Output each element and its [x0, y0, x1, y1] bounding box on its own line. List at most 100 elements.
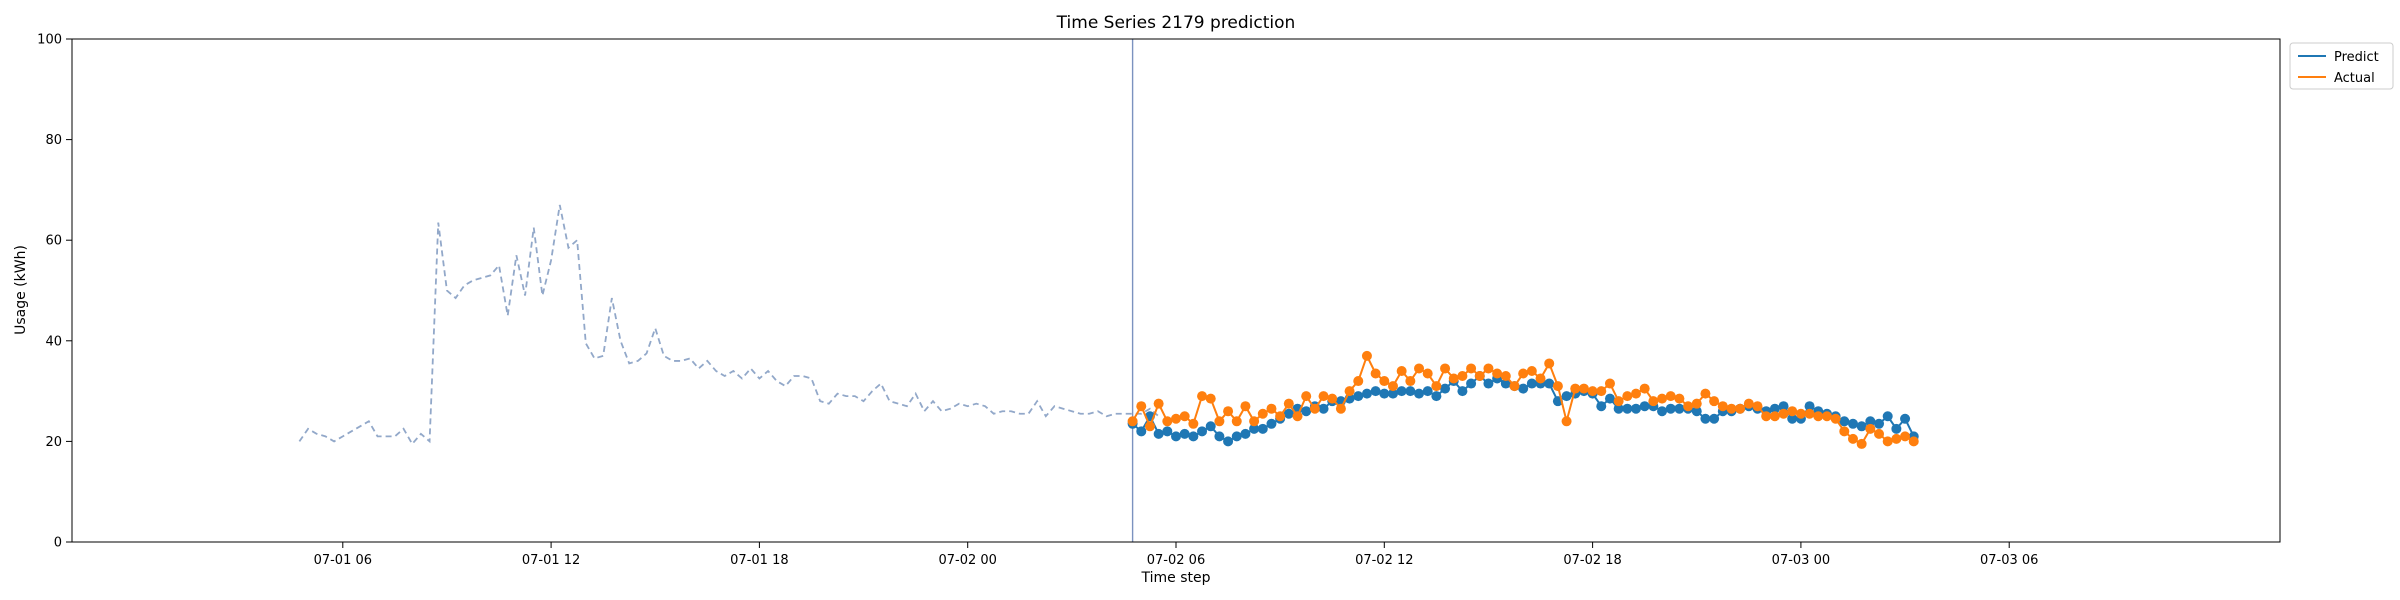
- data-point-actual: [1639, 383, 1650, 394]
- data-point-actual: [1795, 408, 1806, 419]
- data-point-predict: [1769, 403, 1780, 414]
- data-point-actual: [1561, 416, 1572, 427]
- data-point-predict: [1223, 436, 1234, 447]
- data-point-predict: [1266, 418, 1277, 429]
- data-point-actual: [1266, 403, 1277, 414]
- data-point-actual: [1335, 403, 1346, 414]
- data-point-actual: [1466, 363, 1477, 374]
- data-point-actual: [1578, 383, 1589, 394]
- data-point-actual: [1726, 403, 1737, 414]
- data-point-actual: [1379, 376, 1390, 387]
- data-point-actual: [1752, 401, 1763, 412]
- data-point-predict: [1500, 378, 1511, 389]
- data-point-actual: [1309, 403, 1320, 414]
- data-point-predict: [1787, 413, 1798, 424]
- data-point-actual: [1657, 393, 1668, 404]
- data-point-actual: [1813, 411, 1824, 422]
- data-point-actual: [1440, 363, 1451, 374]
- legend: Predict Actual: [2289, 42, 2394, 90]
- data-point-predict: [1778, 401, 1789, 412]
- data-point-predict: [1604, 393, 1615, 404]
- x-tick-label: 07-02 18: [1563, 553, 1621, 568]
- data-point-actual: [1188, 418, 1199, 429]
- data-point-actual: [1804, 408, 1815, 419]
- data-point-actual: [1665, 391, 1676, 402]
- data-point-actual: [1761, 411, 1772, 422]
- data-point-actual: [1509, 381, 1520, 392]
- data-point-actual: [1648, 396, 1659, 407]
- data-point-predict: [1526, 378, 1537, 389]
- data-point-actual: [1283, 398, 1294, 409]
- data-point-predict: [1466, 378, 1477, 389]
- data-point-predict: [1691, 406, 1702, 417]
- data-point-actual: [1353, 376, 1364, 387]
- data-point-actual: [1144, 421, 1155, 432]
- data-point-predict: [1171, 431, 1181, 442]
- data-point-predict: [1622, 403, 1633, 414]
- data-point-actual: [1622, 391, 1633, 402]
- data-point-actual: [1162, 416, 1173, 427]
- data-point-actual: [1249, 416, 1260, 427]
- data-point-actual: [1405, 376, 1416, 387]
- data-point-actual: [1787, 406, 1798, 417]
- data-point-actual: [1839, 426, 1850, 437]
- data-point-actual: [1205, 393, 1216, 404]
- data-point-predict: [1387, 388, 1398, 399]
- data-point-predict: [1839, 416, 1850, 427]
- data-point-predict: [1136, 426, 1147, 437]
- data-point-actual: [1301, 391, 1312, 402]
- data-point-predict: [1162, 426, 1173, 437]
- data-point-predict: [1440, 383, 1451, 394]
- data-point-predict: [1414, 388, 1425, 399]
- data-point-actual: [1344, 386, 1355, 397]
- data-point-actual: [1743, 398, 1754, 409]
- data-point-predict: [1847, 418, 1858, 429]
- data-point-predict: [1231, 431, 1242, 442]
- data-point-actual: [1318, 391, 1329, 402]
- data-point-predict: [1865, 416, 1876, 427]
- data-point-actual: [1856, 438, 1867, 449]
- data-point-actual: [1448, 373, 1459, 384]
- data-point-predict: [1483, 378, 1494, 389]
- data-point-actual: [1370, 368, 1381, 379]
- data-point-predict: [1370, 386, 1381, 397]
- data-point-actual: [1631, 388, 1641, 399]
- y-tick-label: 0: [54, 536, 62, 551]
- data-point-actual: [1613, 396, 1624, 407]
- data-point-actual: [1604, 378, 1615, 389]
- data-point-actual: [1700, 388, 1711, 399]
- data-point-predict: [1544, 378, 1555, 389]
- data-point-actual: [1518, 368, 1529, 379]
- data-point-predict: [1396, 386, 1407, 397]
- x-tick-label: 07-03 00: [1772, 553, 1830, 568]
- data-point-actual: [1526, 365, 1537, 376]
- x-tick-label: 07-01 18: [730, 553, 788, 568]
- data-point-predict: [1457, 386, 1468, 397]
- x-tick-label: 07-03 06: [1980, 553, 2038, 568]
- legend-label-predict: Predict: [2334, 50, 2379, 65]
- data-point-predict: [1301, 406, 1312, 417]
- data-point-actual: [1387, 381, 1398, 392]
- data-point-actual: [1587, 386, 1598, 397]
- data-point-actual: [1414, 363, 1425, 374]
- data-point-predict: [1631, 403, 1641, 414]
- x-tick-label: 07-02 06: [1147, 553, 1205, 568]
- data-point-actual: [1474, 371, 1485, 382]
- data-point-actual: [1257, 408, 1268, 419]
- chart-title: Time Series 2179 prediction: [1056, 13, 1296, 33]
- data-point-actual: [1153, 398, 1164, 409]
- x-tick-label: 07-01 12: [522, 553, 580, 568]
- legend-label-actual: Actual: [2334, 71, 2375, 86]
- y-tick-label: 100: [37, 33, 62, 48]
- data-point-predict: [1179, 428, 1190, 439]
- data-point-actual: [1882, 436, 1893, 447]
- data-point-predict: [1153, 428, 1164, 439]
- data-point-actual: [1570, 383, 1581, 394]
- data-point-actual: [1552, 381, 1563, 392]
- data-point-predict: [1214, 431, 1225, 442]
- data-point-predict: [1318, 403, 1329, 414]
- data-point-actual: [1240, 401, 1251, 412]
- data-point-predict: [1422, 386, 1433, 397]
- data-point-predict: [1188, 431, 1199, 442]
